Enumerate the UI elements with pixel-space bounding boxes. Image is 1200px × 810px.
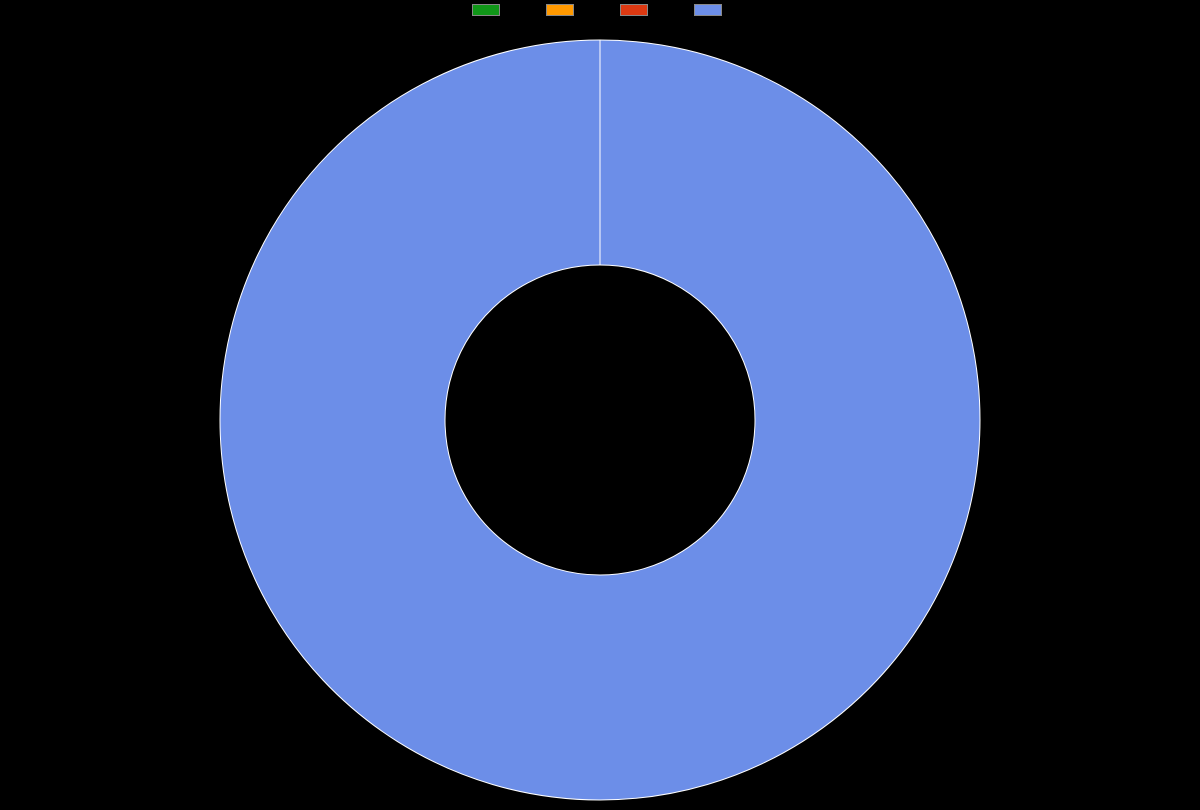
donut-chart (0, 10, 1200, 810)
donut-chart-container (0, 20, 1200, 800)
